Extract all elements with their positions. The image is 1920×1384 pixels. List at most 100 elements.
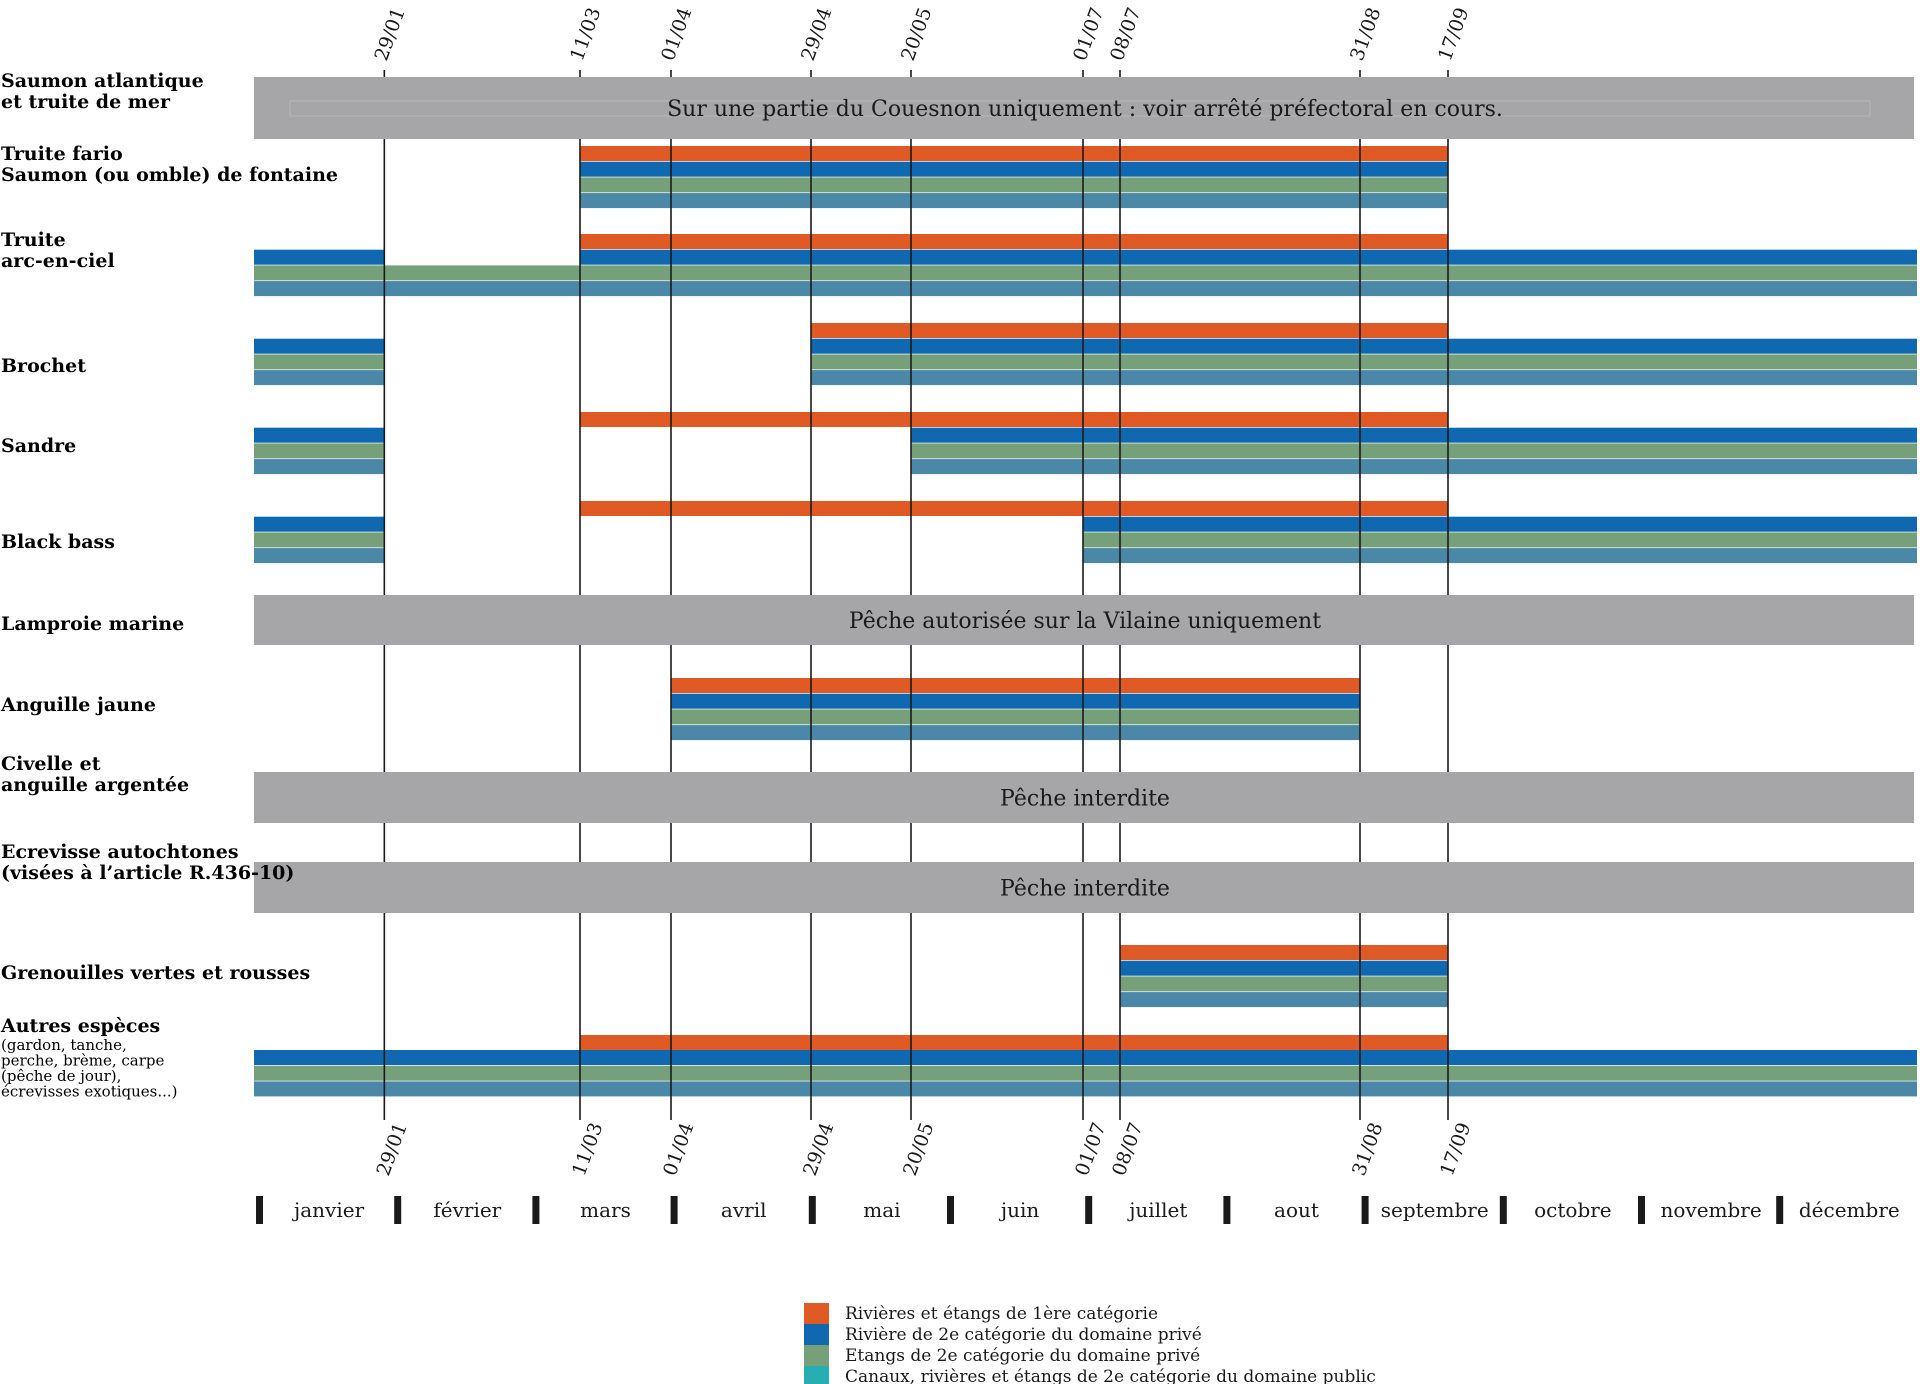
species-note: perche, brème, carpe [1, 1052, 165, 1070]
period-bar-cat2_riv [911, 427, 1917, 443]
period-bar-cat1 [580, 1035, 1448, 1050]
month-label: novembre [1660, 1198, 1761, 1222]
period-bar-cat2_public [911, 459, 1917, 475]
period-bar-cat1 [580, 501, 1448, 516]
species-note: (pêche de jour), [1, 1067, 121, 1085]
month-separator [670, 1196, 678, 1224]
period-bar-cat2_riv [254, 338, 385, 354]
date-tick-label: 29/04 [799, 1120, 838, 1179]
period-bar-cat2_riv [671, 693, 1360, 709]
species-name: Saumon (ou omble) de fontaine [1, 164, 338, 186]
date-tick-label: 11/03 [566, 5, 605, 64]
species-note: écrevisses exotiques...) [1, 1083, 178, 1101]
band-text: Pêche autorisée sur la Vilaine uniquemen… [849, 609, 1321, 634]
date-tick-label: 08/07 [1106, 5, 1145, 64]
month-separator [532, 1196, 540, 1224]
period-bar-cat2_etang [580, 177, 1448, 193]
month-label: octobre [1534, 1198, 1612, 1222]
period-bar-cat1 [811, 323, 1448, 338]
period-bar-cat1 [580, 146, 1448, 161]
period-bar-cat1 [1120, 945, 1448, 960]
species-name: Civelle et [1, 753, 101, 775]
period-bar-cat2_riv [254, 427, 385, 443]
species-name: Truite [1, 229, 66, 251]
period-bar-cat2_etang [254, 265, 1917, 281]
species-name: arc-en-ciel [1, 250, 115, 272]
species-name: (visées à l’article R.436-10) [1, 862, 294, 884]
month-label: mai [863, 1198, 900, 1222]
band-background [254, 595, 1914, 645]
month-separator [256, 1196, 263, 1224]
legend-swatch [804, 1303, 829, 1324]
legend-swatch [804, 1324, 829, 1345]
period-bar-cat2_riv [254, 249, 385, 265]
date-tick-label: 01/07 [1069, 5, 1108, 64]
legend-swatch [804, 1345, 829, 1366]
species-bands [254, 77, 1914, 913]
band-text: Pêche interdite [1000, 877, 1170, 902]
month-separator [394, 1196, 402, 1224]
period-bar-cat1 [671, 678, 1360, 693]
date-tick-label: 20/05 [899, 1120, 938, 1179]
band-background [254, 862, 1914, 913]
species-name: Truite fario [1, 143, 123, 165]
species-name: Sandre [1, 435, 76, 457]
period-bar-cat2_riv [254, 516, 385, 532]
species-name: Saumon atlantique [1, 70, 204, 92]
month-separator [1085, 1196, 1093, 1224]
period-bar-cat2_etang [1120, 976, 1448, 992]
legend: Rivières et étangs de 1ère catégorieRivi… [804, 1303, 1376, 1384]
month-label: février [433, 1198, 501, 1222]
period-bar-cat2_public [580, 193, 1448, 209]
period-bar-cat2_etang [254, 443, 385, 459]
period-bar-cat2_public [254, 281, 1917, 297]
band-inner-frame [289, 100, 1871, 117]
month-separator [947, 1196, 954, 1224]
period-bar-cat2_public [671, 725, 1360, 741]
period-bar-cat2_riv [811, 338, 1917, 354]
period-bar-cat2_riv [1083, 516, 1917, 532]
month-axis: janvier février mars avril mai juin juillet aou… [256, 1196, 1900, 1224]
species-name: anguille argentée [1, 774, 189, 796]
month-separator [1223, 1196, 1231, 1224]
month-label: juillet [1127, 1198, 1187, 1222]
date-tick-label: 31/08 [1346, 5, 1385, 64]
legend-label: Rivière de 2e catégorie du domaine privé [845, 1325, 1202, 1345]
period-bar-cat2_etang [254, 354, 385, 370]
month-label: juin [999, 1198, 1039, 1222]
period-bars [254, 146, 1917, 1097]
species-name: Brochet [1, 355, 86, 377]
month-label: aout [1274, 1198, 1319, 1222]
band-labels: Sur une partie du Couesnon uniquement : … [667, 97, 1503, 902]
month-separator [1499, 1196, 1507, 1224]
period-bar-cat2_etang [1083, 532, 1917, 548]
date-tick-label: 29/01 [370, 5, 409, 64]
month-separator [1776, 1196, 1784, 1224]
month-label: mars [580, 1198, 631, 1222]
date-tick-label: 11/03 [568, 1120, 607, 1179]
date-tick-label: 17/09 [1436, 1120, 1475, 1179]
legend-label: Canaux, rivières et étangs de 2e catégor… [845, 1367, 1376, 1384]
date-tick-label: 29/01 [372, 1120, 411, 1179]
period-bar-cat2_etang [811, 354, 1917, 370]
period-bar-cat2_public [254, 548, 385, 564]
month-separator [1361, 1196, 1369, 1224]
period-bar-cat2_riv [580, 161, 1448, 177]
period-bar-cat2_public [1120, 992, 1448, 1008]
date-tick-label: 01/04 [657, 5, 696, 64]
species-name: Black bass [1, 531, 115, 553]
legend-label: Rivières et étangs de 1ère catégorie [845, 1304, 1158, 1324]
month-label: décembre [1799, 1198, 1900, 1222]
species-name: Autres espèces [0, 1015, 160, 1037]
date-tick-label: 08/07 [1108, 1120, 1147, 1179]
species-note: (gardon, tanche, [1, 1036, 127, 1054]
date-tick-label: 01/07 [1071, 1120, 1110, 1179]
band-text: Sur une partie du Couesnon uniquement : … [667, 97, 1503, 122]
species-name: et truite de mer [1, 91, 171, 113]
period-bar-cat2_public [811, 370, 1917, 386]
month-label: septembre [1381, 1198, 1489, 1222]
period-bar-cat2_etang [671, 709, 1360, 725]
